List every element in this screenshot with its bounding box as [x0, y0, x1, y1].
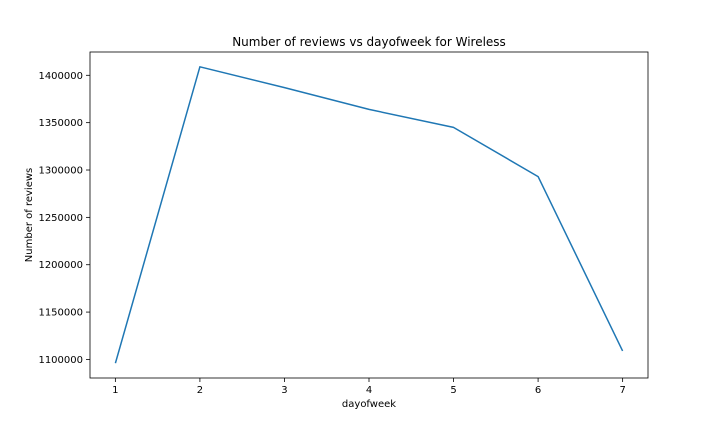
y-axis-ticks: 1100000 1150000 1200000 1250000 1300000 13500… [38, 71, 90, 366]
y-tick-label: 1250000 [38, 213, 83, 224]
y-tick-label: 1200000 [38, 260, 83, 271]
plot-frame [89, 51, 649, 379]
y-tick-label: 1400000 [38, 71, 83, 82]
series-line [114, 66, 624, 364]
x-axis-label: dayofweek [342, 399, 396, 410]
series-group [114, 66, 624, 364]
x-tick-label: 7 [619, 385, 625, 396]
y-tick-label: 1350000 [38, 118, 83, 129]
x-tick-label: 1 [112, 385, 118, 396]
x-tick-label: 3 [281, 385, 287, 396]
y-tick-label: 1150000 [38, 308, 83, 319]
x-tick-label: 6 [535, 385, 541, 396]
x-tick-label: 5 [450, 385, 456, 396]
x-tick-label: 4 [366, 385, 372, 396]
y-tick-label: 1100000 [38, 355, 83, 366]
chart-title: Number of reviews vs dayofweek for Wirel… [232, 35, 506, 49]
x-tick-label: 2 [197, 385, 203, 396]
plot-area: 1 2 3 4 5 6 7 1100000 1150000 1200000 1250000 1300… [38, 51, 649, 396]
y-tick-label: 1300000 [38, 166, 83, 177]
y-axis-label: Number of reviews [24, 168, 35, 262]
x-axis-ticks: 1 2 3 4 5 6 7 [112, 378, 626, 396]
